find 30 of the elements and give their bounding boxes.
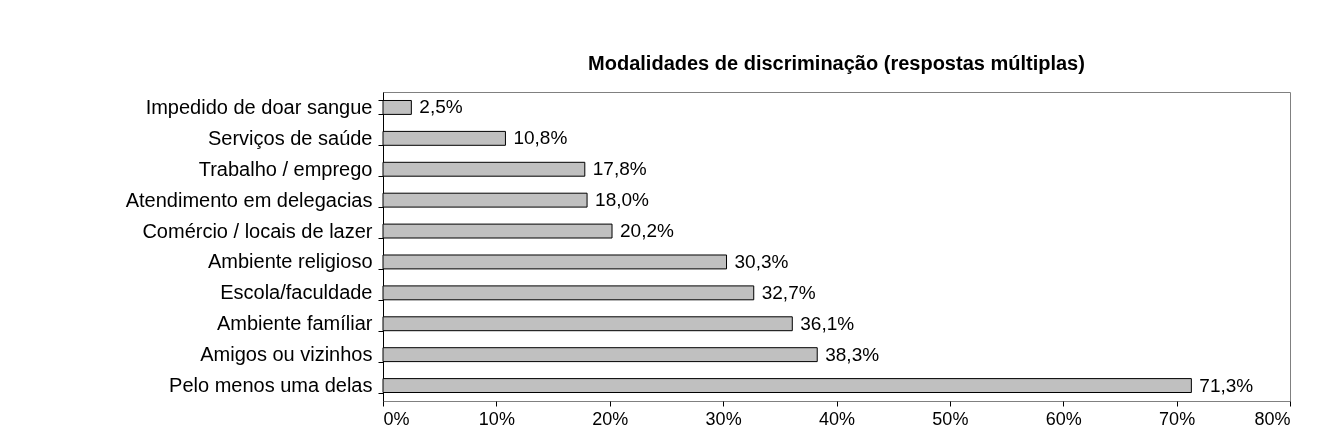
data-label: 32,7% xyxy=(761,281,816,303)
y-tick-label: Amigos ou vizinhos xyxy=(200,343,373,366)
x-tick-label: 50% xyxy=(932,408,969,429)
x-tick-label: 80% xyxy=(1254,408,1291,429)
data-label: 10,8% xyxy=(513,127,568,149)
data-label: 36,1% xyxy=(800,312,855,334)
x-tick-label: 40% xyxy=(818,408,856,429)
x-tick-label: 70% xyxy=(1159,408,1196,429)
x-tick-label: 0% xyxy=(383,408,410,429)
y-tick-label: Atendimento em delegacias xyxy=(125,188,373,211)
x-tick-label: 20% xyxy=(592,408,629,429)
y-tick-label: Comércio / locais de lazer xyxy=(142,219,373,242)
data-label: 30,3% xyxy=(734,250,789,272)
data-label: 17,8% xyxy=(592,158,647,180)
chart-title: Modalidades de discriminação (respostas múltiplas) xyxy=(588,52,1085,74)
x-tick-label: 60% xyxy=(1045,408,1082,429)
y-tick-label: Pelo menos uma delas xyxy=(169,374,373,397)
y-tick-label: Trabalho / emprego xyxy=(198,157,373,180)
data-label: 38,3% xyxy=(825,343,880,365)
data-label: 71,3% xyxy=(1199,374,1254,396)
y-tick-label: Serviços de saúde xyxy=(207,126,373,149)
y-tick-label: Ambiente religioso xyxy=(207,250,373,273)
data-label: 18,0% xyxy=(595,189,650,211)
x-tick-label: 10% xyxy=(478,408,515,429)
data-label: 20,2% xyxy=(620,220,674,242)
y-tick-label: Impedido de doar sangue xyxy=(145,95,373,118)
y-tick-label: Ambiente famíliar xyxy=(216,312,373,335)
x-tick-label: 30% xyxy=(705,408,742,429)
data-label: 2,5% xyxy=(419,96,463,118)
y-tick-label: Escola/faculdade xyxy=(220,281,373,304)
